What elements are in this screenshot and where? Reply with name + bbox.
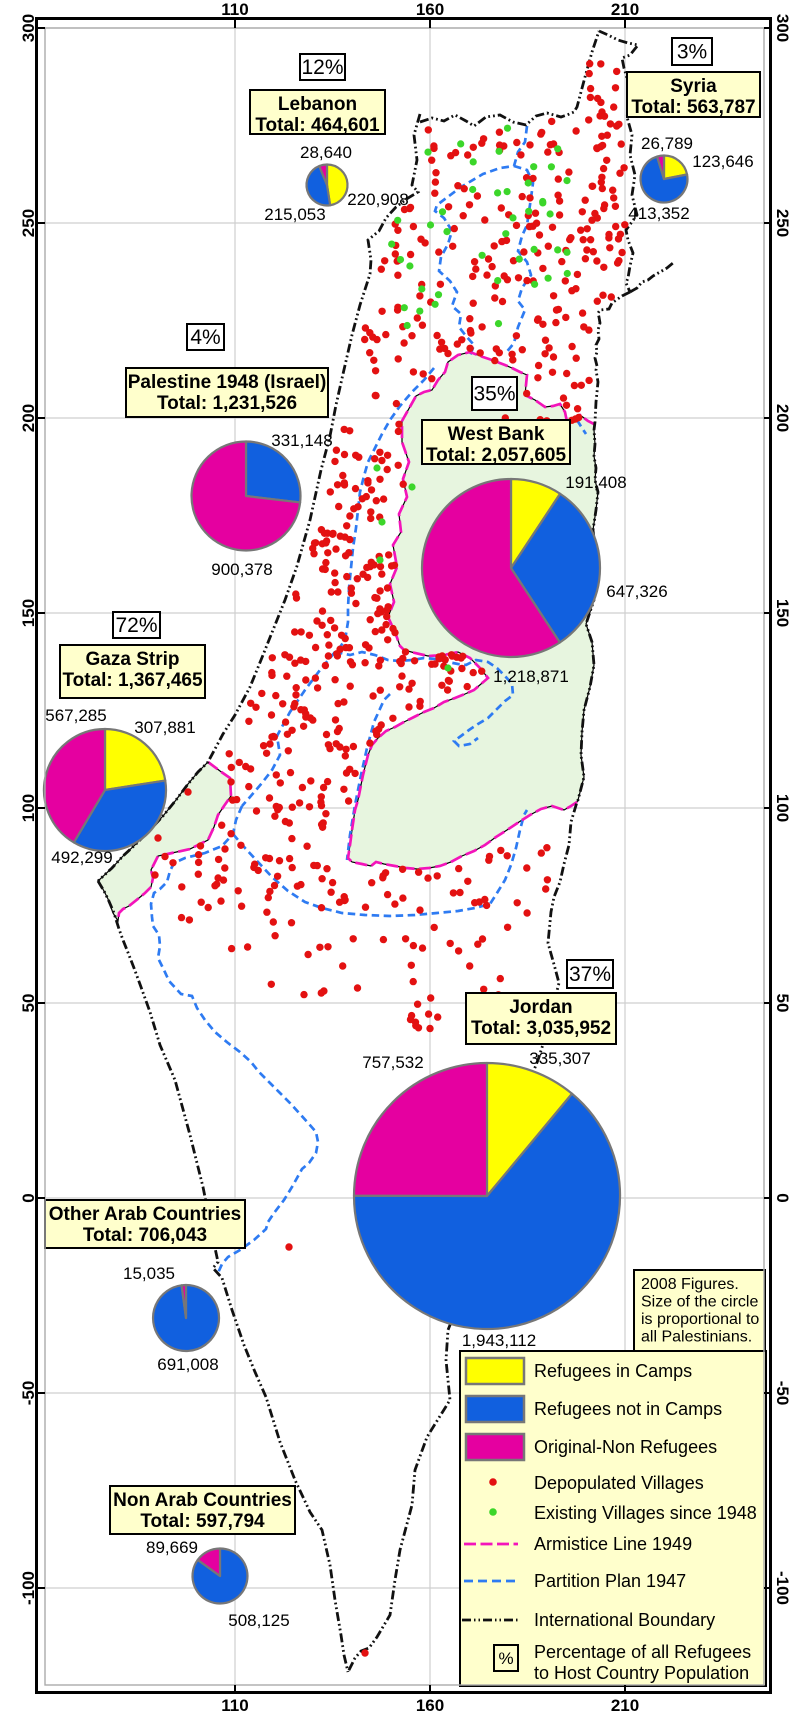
svg-text:4%: 4% (190, 326, 220, 349)
svg-text:26,789: 26,789 (641, 134, 693, 153)
svg-text:35%: 35% (473, 383, 515, 406)
svg-text:215,053: 215,053 (264, 205, 325, 224)
svg-text:220,908: 220,908 (347, 190, 408, 209)
svg-text:200: 200 (773, 404, 792, 432)
svg-text:0: 0 (19, 1193, 38, 1202)
svg-text:to Host Country Population: to Host Country Population (534, 1663, 749, 1683)
svg-text:Existing Villages since 1948: Existing Villages since 1948 (534, 1503, 757, 1523)
svg-text:160: 160 (416, 0, 444, 19)
svg-text:Syria: Syria (670, 76, 717, 97)
svg-text:Total: 1,231,526: Total: 1,231,526 (157, 393, 297, 414)
svg-text:Original-Non Refugees: Original-Non Refugees (534, 1437, 717, 1457)
svg-text:300: 300 (773, 14, 792, 42)
svg-text:28,640: 28,640 (300, 143, 352, 162)
svg-text:Refugees not in Camps: Refugees not in Camps (534, 1399, 722, 1419)
svg-text:Depopulated Villages: Depopulated Villages (534, 1473, 704, 1493)
svg-text:West Bank: West Bank (448, 424, 545, 445)
svg-text:160: 160 (416, 1696, 444, 1713)
svg-text:Total: 2,057,605: Total: 2,057,605 (426, 445, 567, 466)
svg-text:150: 150 (19, 599, 38, 627)
svg-text:-100: -100 (773, 1571, 792, 1605)
svg-text:307,881: 307,881 (134, 718, 195, 737)
svg-text:Non Arab Countries: Non Arab Countries (113, 1490, 292, 1511)
svg-text:413,352: 413,352 (628, 204, 689, 223)
svg-text:Total: 464,601: Total: 464,601 (255, 115, 380, 136)
svg-text:Lebanon: Lebanon (278, 94, 357, 115)
svg-text:492,299: 492,299 (51, 848, 112, 867)
svg-text:210: 210 (611, 1696, 639, 1713)
svg-text:331,148: 331,148 (271, 431, 332, 450)
svg-text:250: 250 (19, 209, 38, 237)
svg-text:300: 300 (19, 14, 38, 42)
svg-text:191,408: 191,408 (565, 473, 626, 492)
svg-text:0: 0 (773, 1193, 792, 1202)
svg-text:647,326: 647,326 (606, 582, 667, 601)
svg-text:210: 210 (611, 0, 639, 19)
svg-text:150: 150 (773, 599, 792, 627)
svg-text:-50: -50 (19, 1381, 38, 1406)
svg-text:Partition Plan 1947: Partition Plan 1947 (534, 1571, 686, 1591)
svg-text:72%: 72% (115, 614, 157, 637)
svg-text:%: % (498, 1649, 513, 1668)
svg-text:-50: -50 (773, 1381, 792, 1406)
svg-text:all Palestinians.: all Palestinians. (641, 1329, 752, 1346)
svg-text:110: 110 (221, 1696, 248, 1713)
svg-text:100: 100 (19, 794, 38, 822)
svg-text:1,218,871: 1,218,871 (493, 667, 569, 686)
svg-text:-100: -100 (19, 1571, 38, 1605)
svg-text:567,285: 567,285 (45, 706, 106, 725)
svg-text:Jordan: Jordan (509, 997, 572, 1018)
svg-text:Total: 3,035,952: Total: 3,035,952 (471, 1018, 611, 1039)
svg-text:2008 Figures.: 2008 Figures. (641, 1276, 739, 1293)
svg-text:250: 250 (773, 209, 792, 237)
svg-text:900,378: 900,378 (211, 560, 272, 579)
svg-text:Total: 597,794: Total: 597,794 (140, 1511, 265, 1532)
svg-text:Total: 706,043: Total: 706,043 (83, 1225, 207, 1246)
svg-text:Gaza Strip: Gaza Strip (86, 649, 180, 670)
svg-text:757,532: 757,532 (362, 1053, 423, 1072)
svg-text:15,035: 15,035 (123, 1264, 175, 1283)
svg-text:is proportional to: is proportional to (641, 1311, 759, 1328)
svg-text:Palestine 1948 (Israel): Palestine 1948 (Israel) (128, 372, 327, 393)
svg-text:200: 200 (19, 404, 38, 432)
svg-text:Total: 1,367,465: Total: 1,367,465 (62, 670, 203, 691)
svg-text:Size of the circle: Size of the circle (641, 1294, 758, 1311)
svg-text:3%: 3% (677, 41, 707, 64)
svg-text:110: 110 (221, 0, 248, 19)
svg-text:508,125: 508,125 (228, 1611, 289, 1630)
svg-text:50: 50 (19, 994, 38, 1013)
svg-text:100: 100 (773, 794, 792, 822)
svg-text:89,669: 89,669 (146, 1538, 198, 1557)
svg-text:50: 50 (773, 994, 792, 1013)
svg-text:691,008: 691,008 (157, 1355, 218, 1374)
svg-text:Armistice Line 1949: Armistice Line 1949 (534, 1534, 692, 1554)
svg-text:335,307: 335,307 (529, 1049, 590, 1068)
svg-text:1,943,112: 1,943,112 (462, 1331, 536, 1350)
svg-text:Other Arab Countries: Other Arab Countries (49, 1204, 242, 1225)
svg-text:Percentage of all Refugees: Percentage of all Refugees (534, 1642, 751, 1662)
svg-text:International Boundary: International Boundary (534, 1610, 715, 1630)
svg-text:12%: 12% (301, 56, 343, 79)
svg-text:37%: 37% (569, 963, 611, 986)
svg-text:Refugees in Camps: Refugees in Camps (534, 1361, 692, 1381)
svg-text:123,646: 123,646 (692, 152, 753, 171)
svg-text:Total: 563,787: Total: 563,787 (631, 97, 755, 118)
